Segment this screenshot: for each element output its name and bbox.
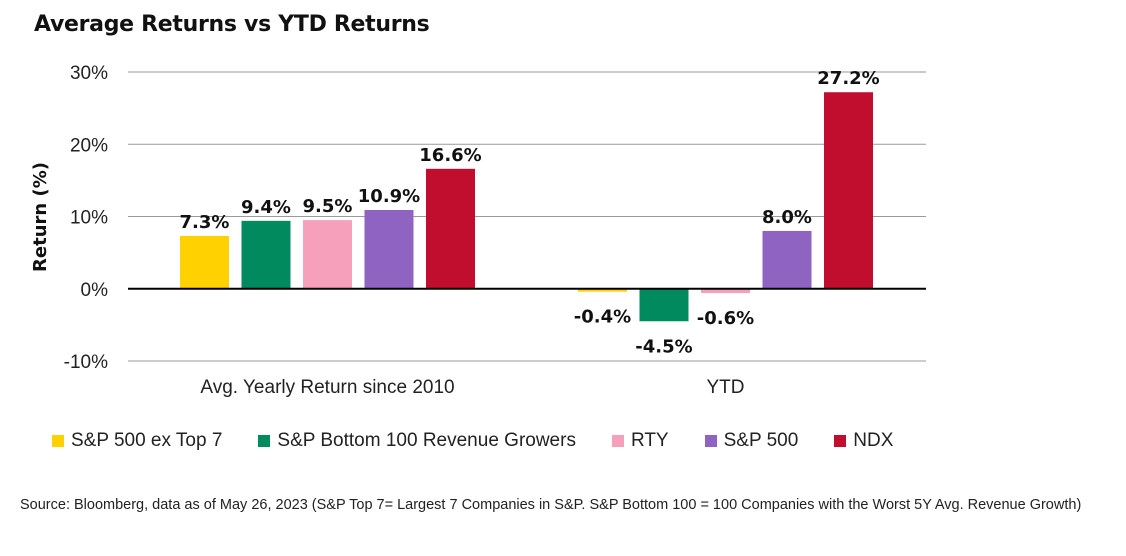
bar	[426, 168, 475, 289]
data-label: -0.6%	[697, 308, 754, 329]
bar	[364, 209, 414, 289]
legend-swatch	[611, 435, 624, 447]
bar	[701, 288, 750, 294]
bar	[180, 236, 229, 289]
data-label: 9.4%	[241, 197, 291, 218]
legend-label: S&P 500 ex Top 7	[71, 430, 223, 451]
y-tick-label: -10%	[64, 352, 108, 373]
data-label: 16.6%	[419, 145, 481, 166]
data-label: -0.4%	[574, 307, 631, 328]
legend-label: NDX	[853, 430, 894, 451]
y-tick-label: 10%	[70, 208, 108, 229]
legend-label: S&P 500	[723, 430, 799, 451]
bar	[639, 288, 689, 322]
legend-swatch	[834, 435, 847, 447]
bar	[303, 220, 352, 289]
legend-item: NDX	[834, 430, 893, 452]
bar	[578, 288, 627, 292]
legend-swatch	[258, 435, 271, 447]
data-label: 8.0%	[762, 207, 812, 228]
source-note: Source: Bloomberg, data as of May 26, 20…	[20, 497, 1082, 513]
data-label: 27.2%	[817, 68, 879, 89]
data-label: 10.9%	[358, 186, 420, 207]
legend-item: RTY	[611, 430, 669, 452]
legend-item: S&P 500 ex Top 7	[52, 430, 222, 452]
data-label: 9.5%	[303, 196, 353, 217]
legend-item: S&P 500	[704, 430, 799, 452]
y-axis-label: Return (%)	[30, 162, 51, 272]
data-label: 7.3%	[180, 212, 230, 233]
y-tick-label: 30%	[70, 63, 108, 84]
legend: S&P 500 ex Top 7 S&P Bottom 100 Revenue G…	[52, 430, 893, 452]
bar	[762, 230, 812, 289]
chart-title: Average Returns vs YTD Returns	[34, 12, 430, 37]
x-category-label: YTD	[707, 377, 745, 398]
bar	[824, 92, 873, 289]
legend-label: S&P Bottom 100 Revenue Growers	[277, 430, 576, 451]
x-category-label: Avg. Yearly Return since 2010	[200, 377, 454, 398]
y-tick-label: 0%	[81, 280, 109, 301]
legend-label: RTY	[630, 430, 669, 451]
legend-item: S&P Bottom 100 Revenue Growers	[258, 430, 576, 452]
y-tick-label: 20%	[70, 135, 108, 156]
data-label: -4.5%	[635, 336, 692, 357]
bar	[241, 220, 291, 289]
bar-chart: -10% 0% 10% 20% 30% Return (%) 7.3% 9.4% 9.5% 10.…	[30, 63, 926, 398]
legend-swatch	[704, 435, 717, 447]
legend-swatch	[52, 435, 64, 447]
